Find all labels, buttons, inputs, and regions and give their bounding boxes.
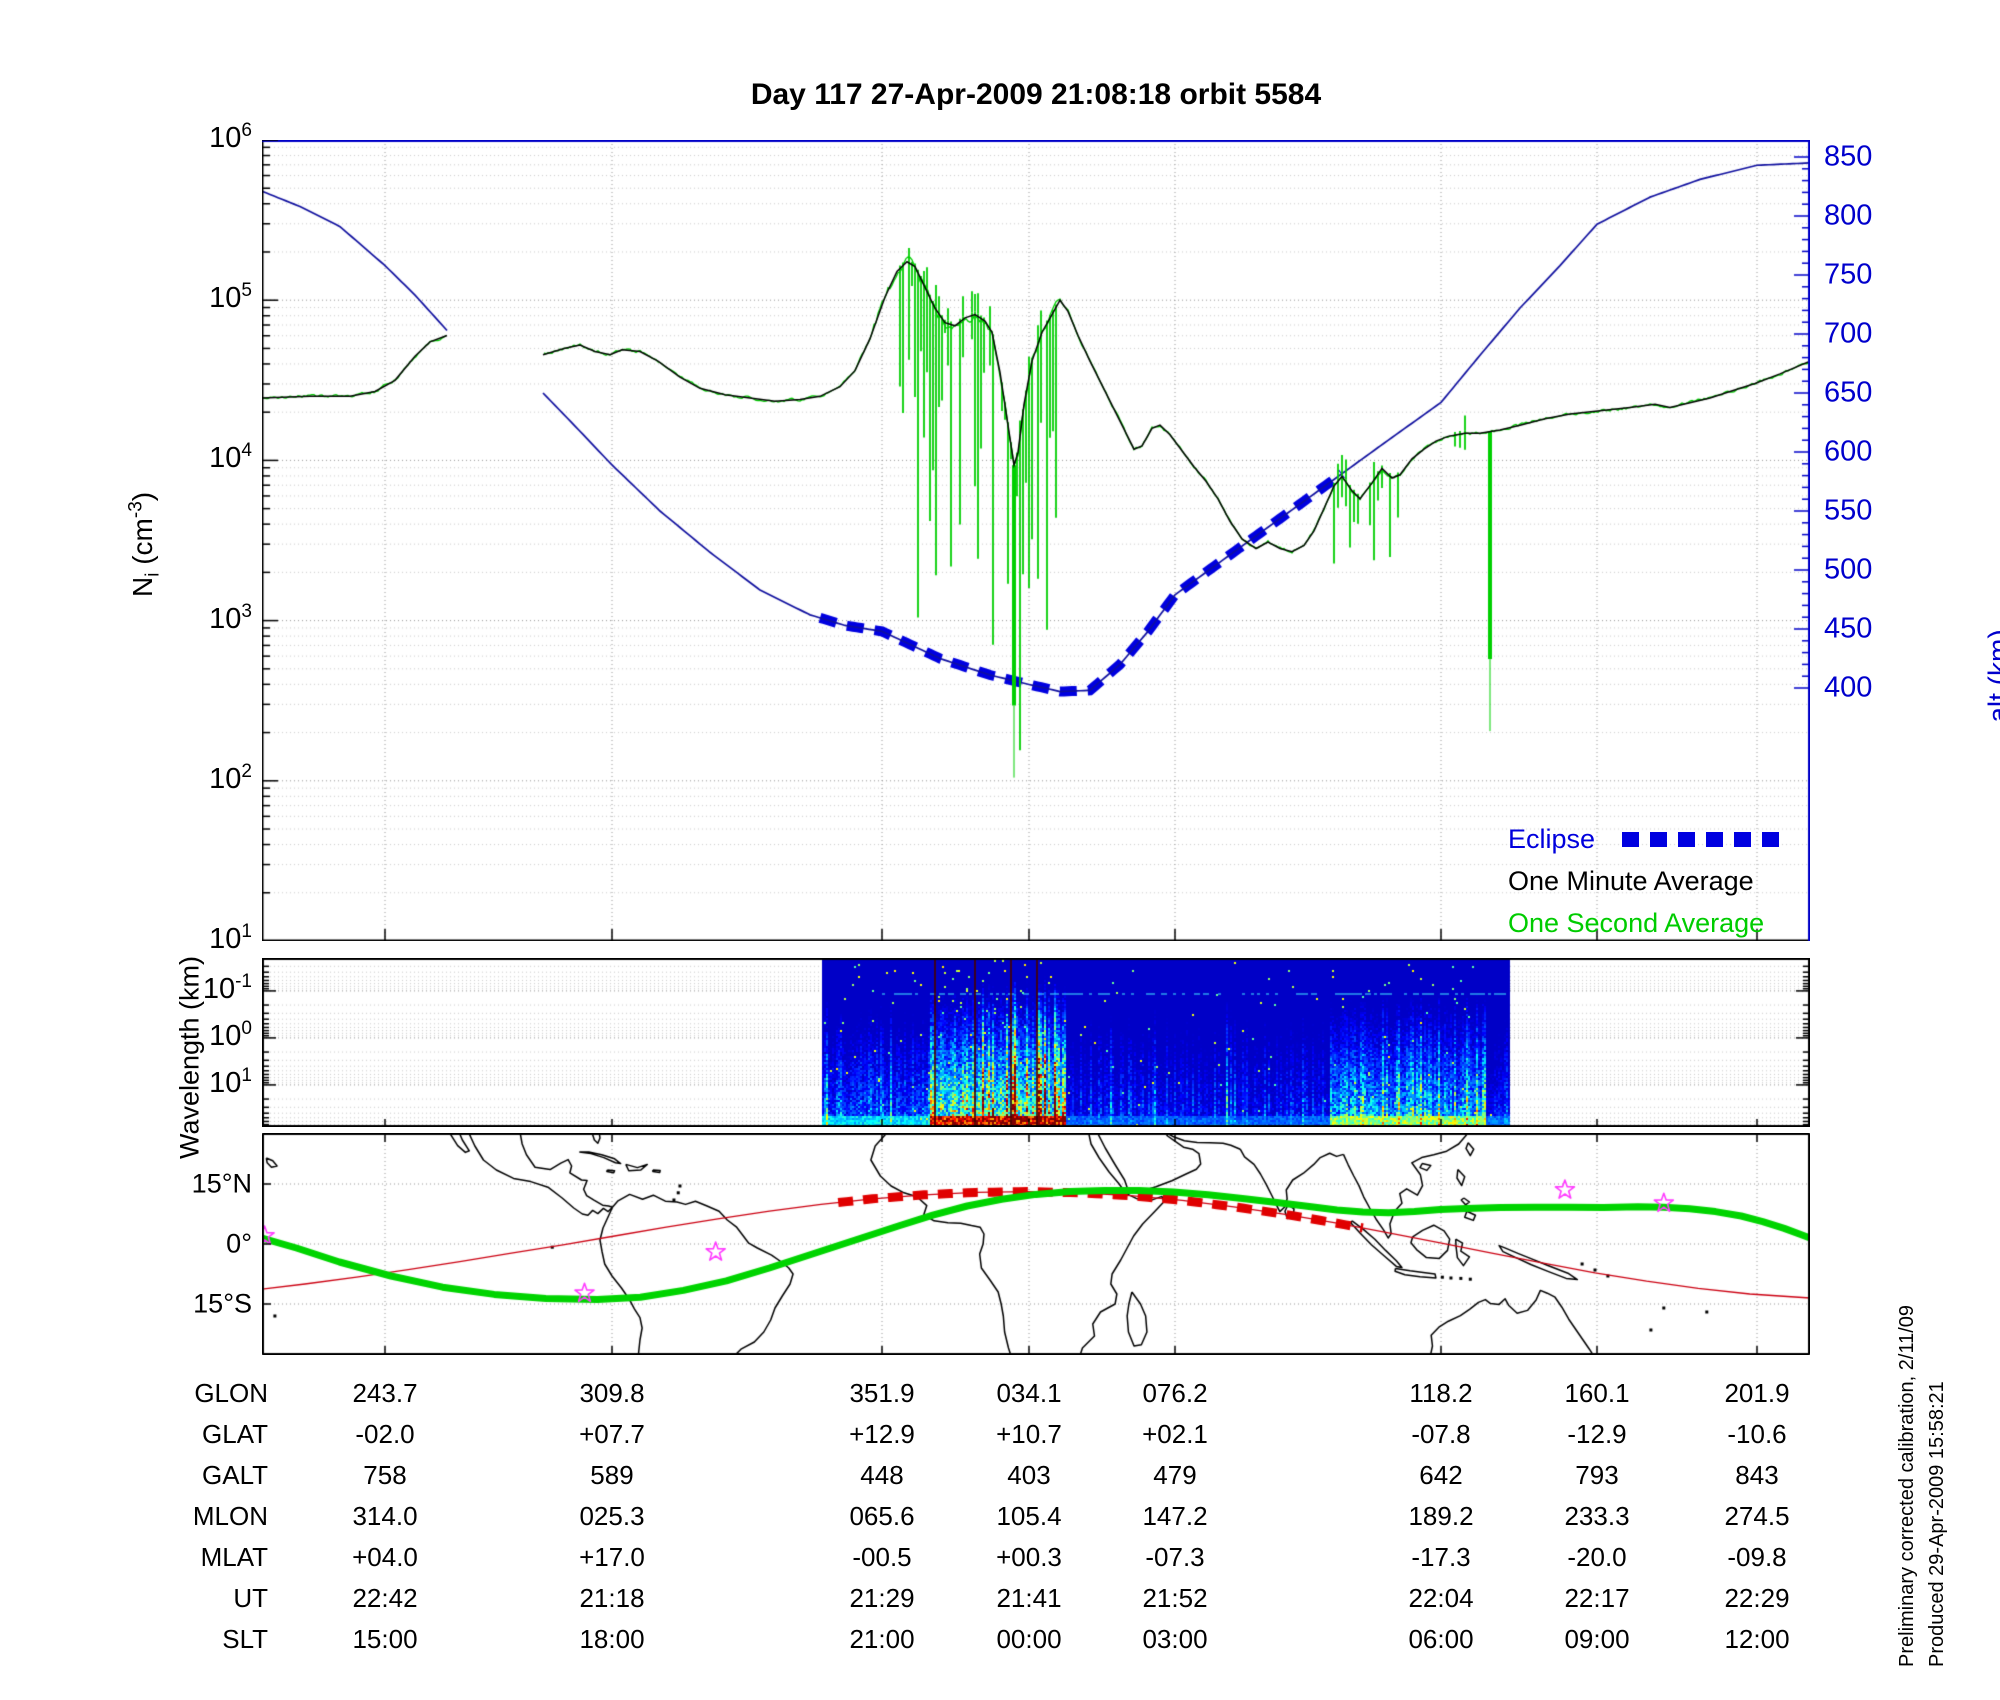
table-cell: 034.1 [996,1378,1062,1408]
table-cell: +04.0 [352,1542,418,1572]
table-cell: 843 [1735,1460,1779,1490]
y-axis-label-density: Ni (cm-3) [125,491,164,598]
table-cell: 147.2 [1142,1501,1208,1531]
table-cell: 06:00 [1408,1624,1474,1654]
table-cell: -20.0 [1567,1542,1627,1572]
table-cell: -12.9 [1567,1419,1627,1449]
table-cell: 025.3 [579,1501,645,1531]
table-cell: 479 [1153,1460,1197,1490]
y2-axis-label-altitude: alt (km) [1982,629,2000,723]
legend-one-minute: One Minute Average [1508,866,1754,896]
axis-tick-label: 101 [209,1065,252,1099]
altitude-tick-label: 800 [1824,199,1873,232]
y-axis-label-wavelength: Wavelength (km) [174,955,205,1160]
table-cell: +07.7 [579,1419,645,1449]
table-cell: 21:29 [849,1583,915,1613]
table-cell: -00.5 [852,1542,912,1572]
table-cell: 105.4 [996,1501,1062,1531]
altitude-tick-label: 750 [1824,258,1873,291]
axis-tick-label: 10-1 [202,971,252,1005]
table-cell: 160.1 [1564,1378,1630,1408]
table-cell: 09:00 [1564,1624,1630,1654]
axis-tick-label: 102 [209,760,252,795]
table-cell: 03:00 [1142,1624,1208,1654]
latitude-tick-label: 0° [226,1228,252,1259]
table-cell: 314.0 [352,1501,418,1531]
axis-tick-label: 100 [209,1018,252,1052]
table-row-label: GALT [202,1460,268,1490]
table-cell: -09.8 [1727,1542,1787,1572]
table-cell: +17.0 [579,1542,645,1572]
table-cell: +10.7 [996,1419,1062,1449]
table-cell: 793 [1575,1460,1619,1490]
table-cell: 22:04 [1408,1583,1474,1613]
axis-tick-label: 103 [209,600,252,635]
table-row-label: SLT [222,1624,268,1654]
table-cell: 642 [1419,1460,1463,1490]
table-cell: +12.9 [849,1419,915,1449]
table-cell: -07.8 [1411,1419,1471,1449]
axis-tick-label: 105 [209,280,252,315]
table-cell: 233.3 [1564,1501,1630,1531]
table-cell: 21:18 [579,1583,645,1613]
altitude-tick-label: 700 [1824,317,1873,350]
table-cell: 118.2 [1409,1378,1473,1408]
page-title: Day 117 27-Apr-2009 21:08:18 orbit 5584 [750,78,1322,111]
table-cell: 076.2 [1142,1378,1208,1408]
table-cell: -10.6 [1727,1419,1787,1449]
legend-one-second: One Second Average [1508,908,1765,938]
density-altitude-plot-canvas [262,140,1810,941]
table-row-label: GLAT [202,1419,268,1449]
table-cell: 758 [363,1460,407,1490]
latitude-tick-label: 15°N [191,1168,252,1199]
table-row-label: MLON [192,1501,268,1531]
table-cell: 22:17 [1564,1583,1630,1613]
wavelength-spectrogram-canvas [262,958,1810,1127]
table-cell: -02.0 [355,1419,415,1449]
table-row-label: MLAT [200,1542,268,1572]
table-cell: 351.9 [849,1378,915,1408]
table-row-label: GLON [194,1378,268,1408]
table-cell: +02.1 [1142,1419,1208,1449]
table-cell: 589 [590,1460,634,1490]
table-cell: 21:41 [996,1583,1062,1613]
altitude-tick-label: 400 [1824,671,1873,704]
table-cell: 189.2 [1408,1501,1474,1531]
axis-tick-label: 104 [209,440,252,475]
legend-eclipse: Eclipse [1508,824,1596,854]
table-cell: 243.7 [352,1378,418,1408]
table-row-label: UT [233,1583,268,1613]
altitude-tick-label: 850 [1824,140,1873,173]
note-line-calibration: Preliminary corrected calibration, 2/11/… [1896,1304,1918,1667]
table-cell: 448 [860,1460,904,1490]
altitude-tick-label: 650 [1824,376,1873,409]
table-cell: 22:29 [1724,1583,1790,1613]
altitude-tick-label: 550 [1824,494,1873,527]
table-cell: -07.3 [1145,1542,1205,1572]
altitude-tick-label: 450 [1824,612,1873,645]
legend-eclipse-dash-swatch [1622,832,1780,847]
table-cell: -17.3 [1411,1542,1471,1572]
table-cell: 403 [1007,1460,1051,1490]
axis-tick-label: 101 [209,921,252,955]
table-cell: 309.8 [579,1378,645,1408]
latitude-tick-label: 15°S [193,1288,252,1319]
note-line-produced: Produced 29-Apr-2009 15:58:21 [1926,1381,1948,1667]
table-cell: 15:00 [352,1624,418,1654]
altitude-tick-label: 500 [1824,553,1873,586]
axis-tick-label: 106 [209,120,252,154]
table-cell: 18:00 [579,1624,645,1654]
table-cell: 21:52 [1142,1583,1208,1613]
table-cell: 12:00 [1724,1624,1790,1654]
altitude-tick-label: 600 [1824,435,1873,468]
table-cell: 065.6 [849,1501,915,1531]
table-cell: 22:42 [352,1583,418,1613]
table-cell: +00.3 [996,1542,1062,1572]
table-cell: 201.9 [1724,1378,1790,1408]
table-cell: 00:00 [996,1624,1062,1654]
table-cell: 21:00 [849,1624,915,1654]
ground-track-map-canvas [262,1133,1810,1355]
table-cell: 274.5 [1724,1501,1790,1531]
